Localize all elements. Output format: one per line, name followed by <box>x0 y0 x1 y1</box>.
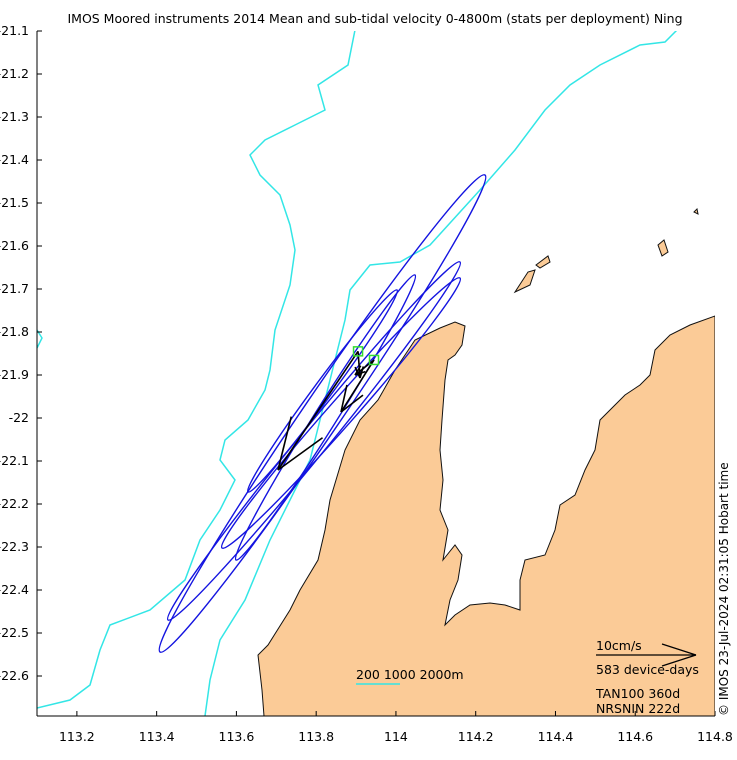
y-tick-label: -22.4 <box>0 582 29 597</box>
y-tick-label: -21.9 <box>0 367 29 382</box>
land-mainland <box>257 315 715 716</box>
island <box>693 207 699 215</box>
station-markers <box>352 346 380 366</box>
y-tick-label: -21.1 <box>0 23 29 38</box>
station-marker-nrsnin <box>368 354 380 366</box>
x-tick-label: 113.2 <box>59 729 95 744</box>
x-tick-label: 113.6 <box>219 729 255 744</box>
x-tick-label: 114.6 <box>617 729 653 744</box>
velocity-arrow <box>277 350 359 471</box>
x-tick-label: 114.4 <box>538 729 574 744</box>
scale-speed-label: 10cm/s <box>596 638 642 653</box>
station-label-1: NRSNIN 222d <box>596 701 680 716</box>
x-tick-label: 113.4 <box>139 729 175 744</box>
scale-arrow <box>596 643 697 667</box>
y-tick-label: -22 <box>9 410 29 425</box>
y-tick-label: -21.5 <box>0 195 29 210</box>
station-label-0: TAN100 360d <box>595 686 680 701</box>
copyright: © IMOS 23-Jul-2024 02:31:05 Hobart time <box>717 462 731 716</box>
y-tick-label: -22.5 <box>0 625 29 640</box>
isobath-200m <box>37 31 356 709</box>
velocity-arrow <box>354 359 375 376</box>
x-tick-label: 114 <box>384 729 408 744</box>
velocity-ellipse <box>158 174 487 653</box>
velocity-arrow <box>340 359 375 413</box>
island <box>657 239 669 257</box>
x-tick-label: 114.2 <box>458 729 494 744</box>
y-tick-label: -22.3 <box>0 539 29 554</box>
y-tick-label: -22.2 <box>0 496 29 511</box>
y-tick-label: -21.8 <box>0 324 29 339</box>
chart-title: IMOS Moored instruments 2014 Mean and su… <box>67 11 682 26</box>
x-tick-label: 113.8 <box>298 729 334 744</box>
velocity-arrows <box>277 350 375 471</box>
velocity-ellipse <box>234 274 417 561</box>
island <box>535 255 551 269</box>
y-tick-label: -21.4 <box>0 152 29 167</box>
y-tick-label: -22.1 <box>0 453 29 468</box>
island <box>513 269 536 294</box>
y-tick-label: -21.3 <box>0 109 29 124</box>
station-marker-tan100 <box>352 346 364 357</box>
velocity-ellipse <box>246 289 399 493</box>
y-tick-label: -21.6 <box>0 238 29 253</box>
isobath-segment <box>37 329 43 349</box>
x-tick-label: 114.8 <box>697 729 733 744</box>
isobath-legend: 200 1000 2000m <box>356 667 464 682</box>
isobath-1000m <box>204 31 678 716</box>
velocity-ellipse <box>220 277 462 549</box>
y-tick-label: -21.2 <box>0 66 29 81</box>
y-tick-label: -22.6 <box>0 668 29 683</box>
scale-device-days: 583 device-days <box>596 662 699 677</box>
y-tick-label: -21.7 <box>0 281 29 296</box>
